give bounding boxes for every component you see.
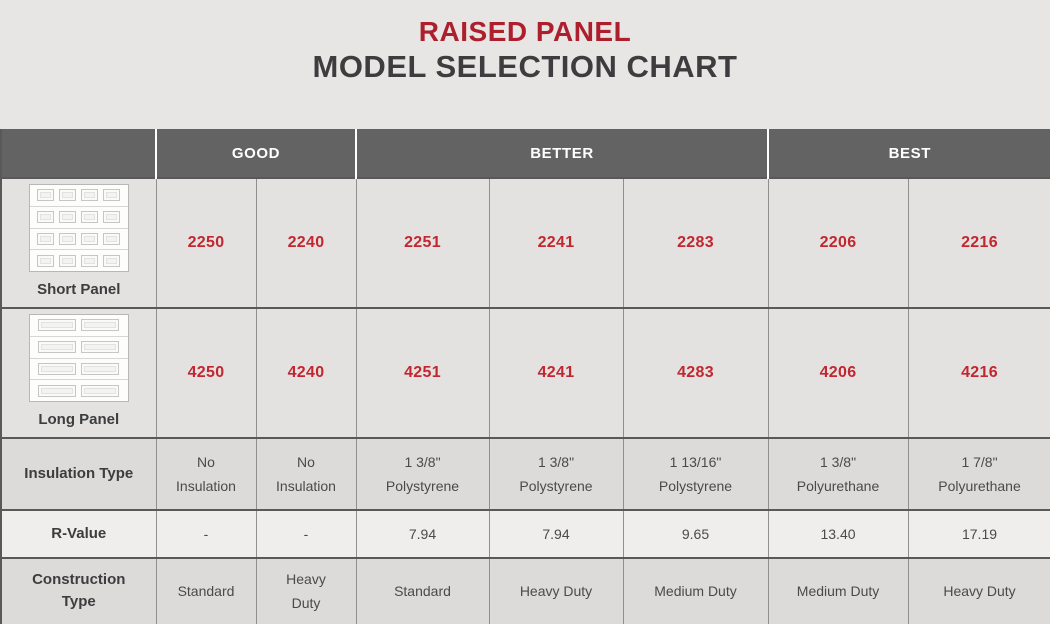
model-number: 4251 bbox=[355, 307, 490, 439]
construction-value: Medium Duty bbox=[767, 557, 909, 624]
construction-value: Standard bbox=[155, 557, 257, 624]
insulation-value: No Insulation bbox=[255, 437, 357, 511]
construction-type-row: Construction Type Standard Heavy Duty St… bbox=[1, 557, 1050, 624]
model-number: 2251 bbox=[355, 177, 490, 309]
insulation-value: 1 3/8" Polystyrene bbox=[488, 437, 624, 511]
short-panel-cell: Short Panel bbox=[1, 177, 157, 309]
chart-title-line2: MODEL SELECTION CHART bbox=[312, 49, 738, 84]
r-value: 7.94 bbox=[355, 509, 490, 559]
r-value: - bbox=[255, 509, 357, 559]
model-number: 2283 bbox=[622, 177, 769, 309]
short-panel-door-image bbox=[28, 184, 129, 272]
short-panel-row: Short Panel 2250 2240 2251 2241 2283 220… bbox=[1, 177, 1050, 309]
tier-header-good: GOOD bbox=[155, 129, 356, 178]
model-number: 2216 bbox=[907, 177, 1050, 309]
long-panel-row: Long Panel 4250 4240 4251 4241 4283 4206… bbox=[1, 307, 1050, 439]
r-value-row: R-Value - - 7.94 7.94 9.65 13.40 17.19 bbox=[1, 509, 1050, 559]
model-number: 4283 bbox=[622, 307, 769, 439]
r-value: - bbox=[155, 509, 257, 559]
model-number: 2241 bbox=[488, 177, 624, 309]
tier-header-better: BETTER bbox=[354, 129, 769, 178]
r-value: 13.40 bbox=[767, 509, 909, 559]
short-panel-label: Short Panel bbox=[37, 281, 121, 298]
insulation-value: No Insulation bbox=[155, 437, 257, 511]
r-value: 17.19 bbox=[907, 509, 1050, 559]
model-number: 2206 bbox=[767, 177, 909, 309]
insulation-value: 1 3/8" Polystyrene bbox=[355, 437, 490, 511]
model-number: 4240 bbox=[255, 307, 357, 439]
r-value-label: R-Value bbox=[1, 509, 157, 559]
model-number: 2240 bbox=[255, 177, 357, 309]
long-panel-label: Long Panel bbox=[38, 411, 120, 428]
construction-type-label: Construction Type bbox=[1, 557, 157, 624]
r-value: 7.94 bbox=[488, 509, 624, 559]
long-panel-cell: Long Panel bbox=[1, 307, 157, 439]
chart-title: RAISED PANEL MODEL SELECTION CHART bbox=[0, 0, 1050, 129]
model-number: 4206 bbox=[767, 307, 909, 439]
insulation-type-label: Insulation Type bbox=[1, 437, 157, 511]
model-number: 4216 bbox=[907, 307, 1050, 439]
insulation-value: 1 13/16" Polystyrene bbox=[622, 437, 769, 511]
construction-value: Heavy Duty bbox=[255, 557, 357, 624]
model-number: 4250 bbox=[155, 307, 257, 439]
model-number: 4241 bbox=[488, 307, 624, 439]
model-number: 2250 bbox=[155, 177, 257, 309]
construction-value: Medium Duty bbox=[622, 557, 769, 624]
tier-header-best: BEST bbox=[767, 129, 1050, 178]
insulation-type-row: Insulation Type No Insulation No Insulat… bbox=[1, 437, 1050, 511]
long-panel-door-image bbox=[28, 314, 129, 402]
construction-value: Heavy Duty bbox=[488, 557, 624, 624]
model-selection-table: GOOD BETTER BEST Short Panel 2250 2240 2… bbox=[0, 129, 1050, 624]
tier-header-row: GOOD BETTER BEST bbox=[1, 129, 1050, 178]
construction-value: Standard bbox=[355, 557, 490, 624]
r-value: 9.65 bbox=[622, 509, 769, 559]
tier-header-empty bbox=[1, 129, 156, 178]
insulation-value: 1 3/8" Polyurethane bbox=[767, 437, 909, 511]
insulation-value: 1 7/8" Polyurethane bbox=[907, 437, 1050, 511]
construction-value: Heavy Duty bbox=[907, 557, 1050, 624]
chart-title-line1: RAISED PANEL bbox=[418, 16, 632, 47]
